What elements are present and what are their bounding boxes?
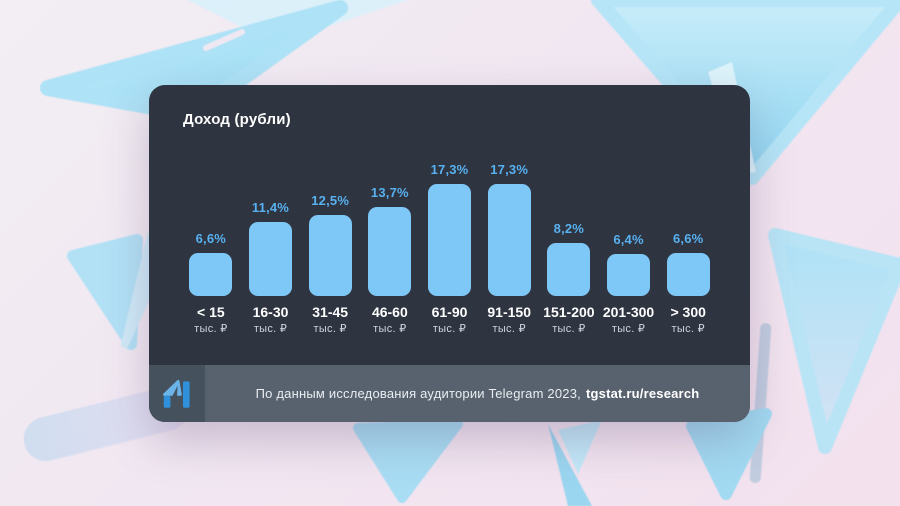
bar-column: 17,3% 91-150 тыс. ₽ bbox=[479, 162, 539, 335]
bar bbox=[666, 253, 710, 296]
bar bbox=[487, 184, 531, 296]
category-unit-label: тыс. ₽ bbox=[432, 323, 467, 335]
bar-value-label: 11,4% bbox=[251, 200, 290, 215]
bar-value-label: 6,4% bbox=[613, 232, 644, 247]
source-link[interactable]: tgstat.ru/research bbox=[585, 386, 700, 401]
bar-column: 6,4% 201-300 тыс. ₽ bbox=[599, 232, 659, 335]
bar-value-label: 13,7% bbox=[370, 185, 409, 200]
category-unit-label: тыс. ₽ bbox=[611, 323, 646, 335]
category-unit-label: тыс. ₽ bbox=[671, 323, 705, 335]
bar-value-label: 17,3% bbox=[490, 162, 529, 177]
category-label: 201-300 bbox=[602, 304, 655, 320]
category-unit-label: тыс. ₽ bbox=[552, 323, 586, 335]
source-text: По данным исследования аудитории Telegra… bbox=[255, 386, 581, 401]
bar-column: 8,2% 151-200 тыс. ₽ bbox=[539, 221, 599, 335]
category-unit-label: тыс. ₽ bbox=[194, 323, 228, 335]
category-label: 46-60 bbox=[371, 304, 408, 320]
category-label: 61-90 bbox=[431, 304, 468, 320]
bar bbox=[368, 207, 412, 296]
bar-column: 13,7% 46-60 тыс. ₽ bbox=[360, 185, 420, 335]
bar-value-label: 6,6% bbox=[195, 231, 227, 246]
category-unit-label: тыс. ₽ bbox=[373, 323, 407, 335]
bar bbox=[607, 254, 651, 296]
bar-value-label: 6,6% bbox=[672, 231, 704, 246]
paper-plane-icon bbox=[40, 0, 408, 122]
bar bbox=[189, 253, 233, 296]
bar-column: 11,4% 16-30 тыс. ₽ bbox=[241, 200, 301, 335]
category-unit-label: тыс. ₽ bbox=[492, 323, 526, 335]
category-label: > 300 bbox=[670, 304, 706, 320]
paper-plane-icon bbox=[353, 419, 602, 506]
bar-value-label: 12,5% bbox=[311, 193, 350, 208]
bar-column: 6,6% < 15 тыс. ₽ bbox=[181, 231, 241, 335]
bar bbox=[308, 215, 352, 296]
category-label: 16-30 bbox=[252, 304, 289, 320]
footer-bar: По данным исследования аудитории Telegra… bbox=[149, 365, 750, 422]
chart-area: Доход (рубли) 6,6% < 15 тыс. ₽ 11,4% 16-… bbox=[149, 85, 750, 365]
bar-column: 12,5% 31-45 тыс. ₽ bbox=[300, 193, 360, 335]
category-label: 151-200 bbox=[543, 304, 595, 320]
source-attribution: По данным исследования аудитории Telegra… bbox=[205, 365, 750, 422]
category-label: 31-45 bbox=[312, 304, 349, 320]
category-label: 91-150 bbox=[487, 304, 531, 320]
chart-card: Доход (рубли) 6,6% < 15 тыс. ₽ 11,4% 16-… bbox=[149, 85, 750, 422]
bar bbox=[428, 184, 472, 296]
tgstat-logo-icon bbox=[162, 379, 190, 408]
category-unit-label: тыс. ₽ bbox=[313, 323, 347, 335]
bar-group: 6,6% < 15 тыс. ₽ 11,4% 16-30 тыс. ₽ 12,5… bbox=[181, 162, 718, 335]
bar-column: 6,6% > 300 тыс. ₽ bbox=[658, 231, 718, 335]
logo-box bbox=[149, 365, 205, 422]
bar bbox=[547, 243, 591, 296]
category-label: < 15 bbox=[197, 304, 225, 320]
category-unit-label: тыс. ₽ bbox=[253, 323, 288, 335]
chart-title: Доход (рубли) bbox=[183, 111, 291, 128]
bar-value-label: 8,2% bbox=[553, 221, 585, 236]
bar-value-label: 17,3% bbox=[430, 162, 469, 177]
bar-column: 17,3% 61-90 тыс. ₽ bbox=[420, 162, 480, 335]
bar bbox=[249, 222, 292, 296]
